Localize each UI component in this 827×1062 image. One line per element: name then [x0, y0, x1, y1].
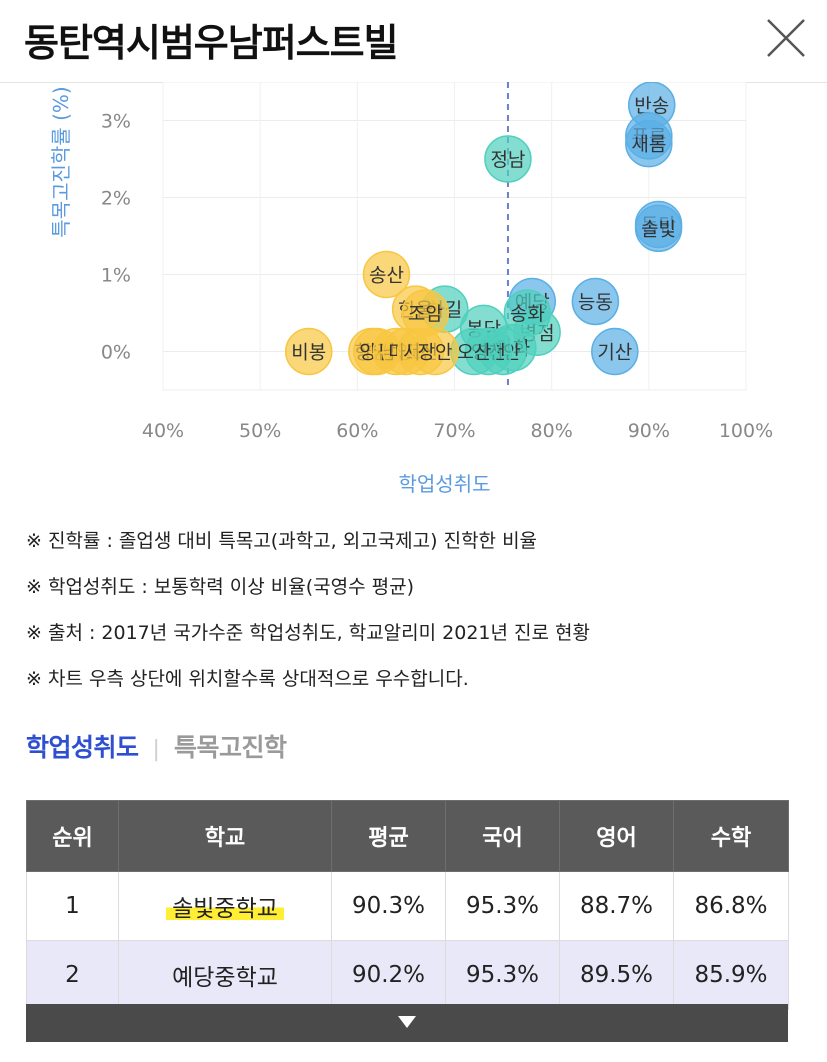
header: 동탄역시범우남퍼스트빌 [0, 0, 827, 83]
cell-avg: 90.2% [331, 940, 446, 1010]
cell-math: 86.8% [673, 871, 789, 941]
x-tick-label: 60% [336, 420, 378, 442]
cell-english: 89.5% [559, 940, 674, 1010]
data-point [634, 204, 683, 253]
data-point-label: 능동 [578, 291, 613, 313]
cell-rank: 2 [26, 940, 119, 1010]
y-tick-label: 3% [101, 111, 131, 133]
x-tick-label: 40% [142, 420, 184, 442]
chevron-down-icon [398, 1016, 416, 1028]
data-point [285, 327, 333, 376]
note-position: ※ 차트 우측 상단에 위치할수록 상대적으로 우수합니다. [26, 668, 469, 690]
note-ratio: ※ 진학률 : 졸업생 대비 특목고(과학고, 외고국제고) 진학한 비율 [26, 530, 538, 552]
x-axis-label: 학업성취도 [399, 472, 491, 496]
cell-math: 85.9% [673, 940, 789, 1010]
cell-korean: 95.3% [445, 871, 560, 941]
header-korean: 국어 [445, 800, 560, 872]
data-point [362, 250, 411, 299]
table-header-row: 순위 학교 평균 국어 영어 수학 [26, 800, 789, 872]
tab-achievement[interactable]: 학업성취도 [26, 733, 139, 762]
cell-school: 솔빛중학교 [118, 871, 332, 941]
school-name-highlighted: 솔빛중학교 [166, 896, 284, 922]
scatter-chart: 0%1%2%3%40%50%60%70%80%90%100%반송푸른새롬동탄솔빛… [49, 82, 773, 496]
tab-divider: | [152, 737, 160, 762]
note-source: ※ 출처 : 2017년 국가수준 학업성취도, 학교알리미 2021년 진로 … [26, 622, 590, 644]
data-point [571, 277, 620, 326]
data-point-label: 기산 [597, 342, 632, 364]
data-point-label: 오산 [456, 342, 491, 364]
cell-rank: 1 [26, 871, 119, 941]
header-avg: 평균 [331, 800, 446, 872]
data-point [484, 135, 532, 183]
data-point-label: 새롬 [631, 134, 666, 156]
table-row[interactable]: 2 예당중학교 90.2% 95.3% 89.5% 85.9% [26, 940, 789, 1010]
page-title: 동탄역시범우남퍼스트빌 [24, 21, 399, 65]
header-english: 영어 [559, 800, 674, 872]
data-point-label: 반송 [634, 95, 669, 117]
x-tick-label: 80% [531, 420, 573, 442]
close-button[interactable] [764, 16, 808, 60]
cell-avg: 90.3% [331, 871, 446, 941]
data-point-label: 조암 [408, 303, 443, 325]
expand-button[interactable] [26, 1004, 788, 1042]
x-tick-label: 90% [628, 420, 670, 442]
table-row[interactable]: 1 솔빛중학교 90.3% 95.3% 88.7% 86.8% [26, 871, 789, 941]
data-point-label: 비봉 [291, 342, 326, 364]
y-tick-label: 2% [101, 188, 131, 210]
y-tick-label: 0% [101, 342, 131, 364]
ranking-table: 순위 학교 평균 국어 영어 수학 1 솔빛중학교 90.3% 95.3% 88… [26, 800, 789, 1010]
note-achievement: ※ 학업성취도 : 보통학력 이상 비율(국영수 평균) [26, 576, 415, 598]
header-school: 학교 [118, 800, 332, 872]
tab-special-school[interactable]: 특목고진학 [173, 733, 287, 762]
data-point-label: 정남 [490, 149, 525, 171]
y-axis-label: 특목고진학률 (%) [49, 86, 73, 237]
data-point-label: 송산 [369, 265, 404, 287]
notes: ※ 진학률 : 졸업생 대비 특목고(과학고, 외고국제고) 진학한 비율 ※ … [26, 524, 816, 708]
cell-school: 예당중학교 [118, 940, 332, 1010]
close-icon [767, 19, 805, 57]
data-point [401, 289, 450, 337]
data-point-label: 장안 [418, 342, 453, 364]
data-point [591, 327, 639, 376]
cell-english: 88.7% [559, 871, 674, 941]
cell-korean: 95.3% [445, 940, 560, 1010]
header-rank: 순위 [26, 800, 119, 872]
x-tick-label: 50% [239, 420, 281, 442]
x-tick-label: 70% [433, 420, 475, 442]
data-point-label: 솔빛 [641, 218, 676, 240]
header-math: 수학 [673, 800, 789, 872]
data-point [625, 119, 673, 168]
tab-bar: 학업성취도 | 특목고진학 [26, 728, 287, 764]
y-tick-label: 1% [101, 265, 131, 287]
data-point-label: 송화 [510, 303, 545, 325]
x-tick-label: 100% [719, 420, 773, 442]
